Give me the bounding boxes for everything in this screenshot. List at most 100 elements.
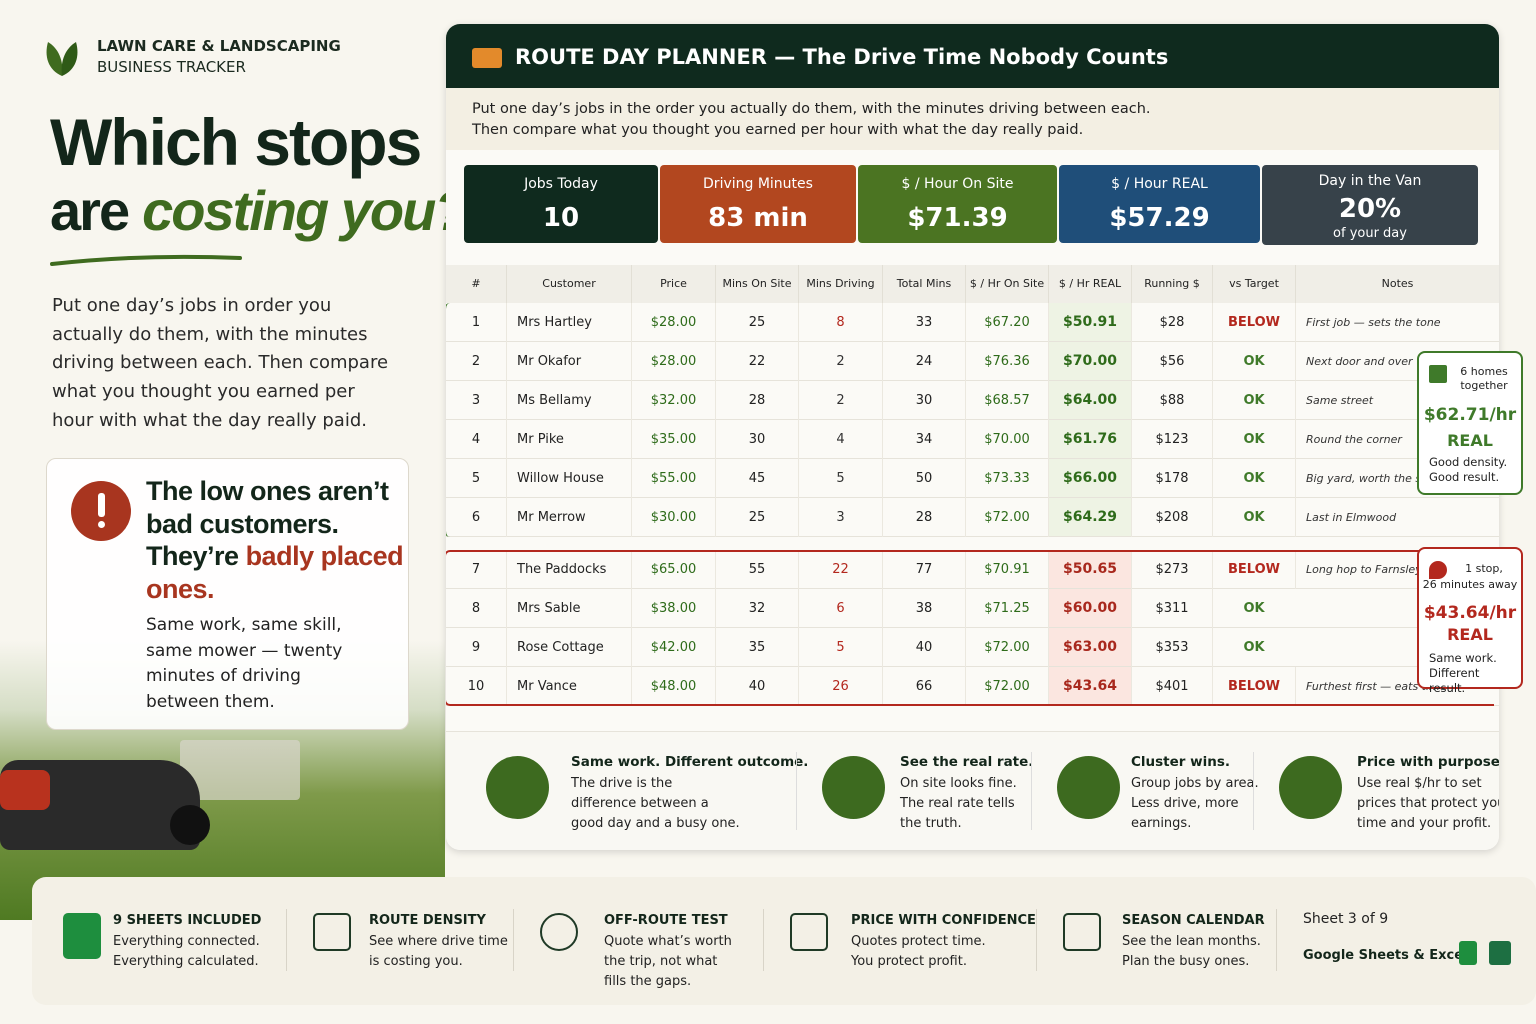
table-cell: $55.00 (631, 459, 715, 498)
table-cell: 6 (798, 589, 882, 628)
kpi-card: $ / Hour REAL $57.29 (1059, 165, 1260, 243)
table-cell: 35 (715, 628, 798, 667)
feature-icon (1057, 756, 1120, 819)
kpi-card: Driving Minutes 83 min (660, 165, 856, 243)
table-cell: Last in Elmwood (1295, 498, 1499, 537)
table-cell: 8 (798, 303, 882, 342)
kpi-value: $57.29 (1109, 203, 1210, 233)
table-cell: $38.00 (631, 589, 715, 628)
table-cell: 55 (715, 550, 798, 589)
kpi-label: Day in the Van (1318, 173, 1422, 189)
planner-title: ROUTE DAY PLANNER — The Drive Time Nobod… (515, 45, 1169, 69)
table-cell: 66 (882, 667, 965, 706)
feature-title: Same work. Different outcome. (571, 754, 809, 770)
table-cell: $48.00 (631, 667, 715, 706)
table-cell: 5 (798, 459, 882, 498)
footer-icon (790, 913, 828, 951)
callout-note: Good density. Good result. (1429, 455, 1508, 484)
table-cell: OK (1212, 498, 1295, 537)
footer-icon (63, 913, 101, 959)
footer: 9 SHEETS INCLUDED Everything connected. E… (32, 877, 1536, 1005)
table-cell: OK (1212, 342, 1295, 381)
table-cell: OK (1212, 381, 1295, 420)
table-cell: Next door and over (1295, 342, 1499, 381)
table-header: Total Mins (882, 265, 965, 303)
table-cell: 8 (471, 601, 481, 616)
table-cell: $401 (1131, 667, 1212, 706)
kpi-card: Jobs Today 10 (464, 165, 658, 243)
excel-icon (1489, 941, 1511, 965)
table-cell: 45 (715, 459, 798, 498)
callout-line: 26 minutes away (1422, 578, 1518, 591)
feature-body: On site looks fine. The real rate tells … (900, 776, 1017, 831)
table-row (446, 498, 1499, 537)
table-cell: $50.91 (1048, 303, 1131, 342)
table-cell: 40 (882, 628, 965, 667)
table-cell: 6 (471, 510, 481, 525)
callout-line: 6 homes together (1460, 365, 1508, 392)
callout-note: Same work. Different result. (1429, 651, 1497, 695)
table-cell: $72.00 (965, 498, 1048, 537)
table-cell: $353 (1131, 628, 1212, 667)
table-cell: 10 (467, 679, 485, 694)
table-header: Mins On Site (715, 265, 798, 303)
table-cell: BELOW (1212, 667, 1295, 706)
table-cell: $68.57 (965, 381, 1048, 420)
table-cell: 50 (882, 459, 965, 498)
feature-icon (822, 756, 885, 819)
callout-line: 1 stop, (1465, 562, 1503, 575)
table-cell: $60.00 (1048, 589, 1131, 628)
table-cell: 34 (882, 420, 965, 459)
table-cell: 4 (471, 432, 481, 447)
intro-text: Put one day’s jobs in order you actually… (52, 295, 389, 431)
table-cell: Round the corner (1295, 420, 1499, 459)
table-cell: OK (1212, 628, 1295, 667)
footer-title: PRICE WITH CONFIDENCE (851, 913, 1036, 928)
table-header: Notes (1295, 265, 1499, 303)
table-cell: $70.91 (965, 550, 1048, 589)
table-cell: $35.00 (631, 420, 715, 459)
table-cell: Mr Merrow (506, 498, 631, 537)
table-cell: 25 (715, 303, 798, 342)
truck-icon (472, 48, 502, 68)
callout-title-accent: badly placed ones. (146, 541, 404, 604)
table-cell: Furthest first — eats time (1295, 667, 1499, 706)
kpi-card: $ / Hour On Site $71.39 (858, 165, 1057, 243)
footer-divider (763, 909, 764, 971)
table-row (446, 628, 1499, 667)
table-cell: 28 (715, 381, 798, 420)
kpi-label: $ / Hour On Site (901, 176, 1014, 192)
kpi-label: Jobs Today (524, 176, 598, 192)
planner-panel: ROUTE DAY PLANNER — The Drive Time Nobod… (446, 24, 1499, 850)
footer-body: Quotes protect time. You protect profit. (851, 934, 986, 969)
callout-title: The low ones aren’t bad customers. They’… (146, 475, 406, 605)
table-cell: $66.00 (1048, 459, 1131, 498)
table-cell: 30 (882, 381, 965, 420)
feature-icon (486, 756, 549, 819)
table-header: Running $ (1131, 265, 1212, 303)
table-row (446, 342, 1499, 381)
table-row (446, 303, 1499, 342)
table-cell: $123 (1131, 420, 1212, 459)
real-column-bg (1048, 550, 1131, 706)
table-cell: $28 (1131, 303, 1212, 342)
footer-title: SEASON CALENDAR (1122, 913, 1265, 928)
table-cell: 33 (882, 303, 965, 342)
table-cell: $311 (1131, 589, 1212, 628)
table-cell: $76.36 (965, 342, 1048, 381)
kpi-value: 10 (542, 203, 580, 233)
footer-body: Everything connected. Everything calcula… (113, 934, 260, 969)
table-cell: 4 (798, 420, 882, 459)
mower-hood (0, 770, 50, 810)
table-cell: $50.65 (1048, 550, 1131, 589)
table-cell: 1 (471, 315, 481, 330)
real-column-bg (1048, 303, 1131, 537)
footer-divider (1036, 909, 1037, 971)
table-cell: $28.00 (631, 303, 715, 342)
table-header: vs Target (1212, 265, 1295, 303)
footer-icon (313, 913, 351, 951)
footer-icon (1063, 913, 1101, 951)
table-cell: $178 (1131, 459, 1212, 498)
table-cell: The Paddocks (506, 550, 631, 589)
callout-body: Same work, same skill, same mower — twen… (146, 615, 343, 713)
